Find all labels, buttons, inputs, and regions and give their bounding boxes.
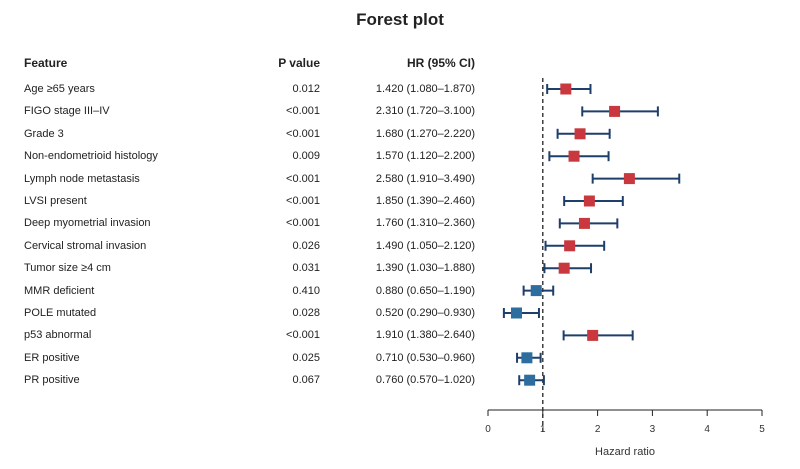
p-value: 0.410 bbox=[292, 284, 320, 297]
feature-label: ER positive bbox=[24, 351, 80, 364]
p-value: <0.001 bbox=[286, 172, 320, 185]
hr-point-marker bbox=[558, 262, 570, 274]
hr-point-marker bbox=[521, 352, 533, 364]
feature-label: Lymph node metastasis bbox=[24, 172, 140, 185]
feature-label: Tumor size ≥4 cm bbox=[24, 262, 111, 275]
p-value: 0.025 bbox=[292, 351, 320, 364]
feature-label: Grade 3 bbox=[24, 127, 64, 140]
hr-ci-value: 2.310 (1.720–3.100) bbox=[375, 105, 475, 118]
p-value: <0.001 bbox=[286, 217, 320, 230]
p-value: 0.031 bbox=[292, 262, 320, 275]
hr-ci-value: 1.760 (1.310–2.360) bbox=[375, 217, 475, 230]
x-tick-label: 0 bbox=[485, 424, 491, 435]
hr-ci-value: 1.680 (1.270–2.220) bbox=[375, 127, 475, 140]
hr-point-marker bbox=[583, 195, 595, 207]
hr-ci-value: 1.490 (1.050–2.120) bbox=[375, 239, 475, 252]
chart-title: Forest plot bbox=[356, 10, 444, 29]
hr-point-marker bbox=[574, 128, 586, 140]
hr-ci-value: 1.910 (1.380–2.640) bbox=[375, 329, 475, 342]
hr-ci-value: 0.520 (0.290–0.930) bbox=[375, 307, 475, 319]
hr-point-marker bbox=[578, 217, 590, 229]
x-axis-label: Hazard ratio bbox=[595, 446, 655, 458]
hr-point-marker bbox=[524, 374, 536, 386]
feature-label: p53 abnormal bbox=[24, 329, 92, 342]
hr-point-marker bbox=[587, 329, 599, 341]
hr-ci-value: 1.850 (1.390–2.460) bbox=[375, 195, 475, 207]
hr-ci-value: 0.880 (0.650–1.190) bbox=[375, 284, 475, 297]
feature-label: FIGO stage III–IV bbox=[24, 105, 110, 118]
p-value: 0.067 bbox=[292, 374, 320, 387]
hr-ci-column-header: HR (95% CI) bbox=[406, 56, 475, 70]
hr-ci-value: 1.420 (1.080–1.870) bbox=[375, 83, 475, 95]
p-value: 0.012 bbox=[292, 83, 320, 95]
hr-point-marker bbox=[609, 105, 621, 117]
hr-point-marker bbox=[530, 285, 542, 297]
hr-ci-value: 2.580 (1.910–3.490) bbox=[375, 172, 475, 185]
hr-point-marker bbox=[564, 240, 576, 252]
feature-label: Non-endometrioid histology bbox=[24, 150, 158, 163]
p-value: 0.026 bbox=[292, 239, 320, 252]
p-value: <0.001 bbox=[286, 329, 320, 342]
feature-label: Age ≥65 years bbox=[24, 83, 95, 95]
hr-point-marker bbox=[623, 173, 635, 185]
hr-point-marker bbox=[510, 307, 522, 319]
feature-label: POLE mutated bbox=[24, 307, 97, 319]
feature-label: MMR deficient bbox=[24, 284, 95, 297]
feature-label: PR positive bbox=[24, 374, 80, 387]
p-value: 0.009 bbox=[292, 150, 320, 163]
x-tick-label: 5 bbox=[759, 424, 765, 435]
hr-ci-value: 1.390 (1.030–1.880) bbox=[375, 262, 475, 275]
p-value: 0.028 bbox=[292, 307, 320, 319]
x-tick-label: 2 bbox=[595, 424, 601, 435]
x-tick-label: 3 bbox=[650, 424, 656, 435]
p-value: <0.001 bbox=[286, 195, 320, 207]
hr-ci-value: 0.760 (0.570–1.020) bbox=[375, 374, 475, 387]
feature-column-header: Feature bbox=[24, 56, 68, 70]
x-tick-label: 4 bbox=[704, 424, 710, 435]
p-value-column-header: P value bbox=[278, 56, 320, 70]
hr-point-marker bbox=[560, 83, 572, 95]
feature-label: LVSI present bbox=[24, 195, 87, 207]
feature-label: Deep myometrial invasion bbox=[24, 217, 151, 230]
x-tick-label: 1 bbox=[540, 424, 546, 435]
p-value: <0.001 bbox=[286, 105, 320, 118]
hr-point-marker bbox=[568, 150, 580, 162]
hr-ci-value: 1.570 (1.120–2.200) bbox=[375, 150, 475, 163]
hr-ci-value: 0.710 (0.530–0.960) bbox=[375, 351, 475, 364]
feature-label: Cervical stromal invasion bbox=[24, 239, 147, 252]
p-value: <0.001 bbox=[286, 127, 320, 140]
